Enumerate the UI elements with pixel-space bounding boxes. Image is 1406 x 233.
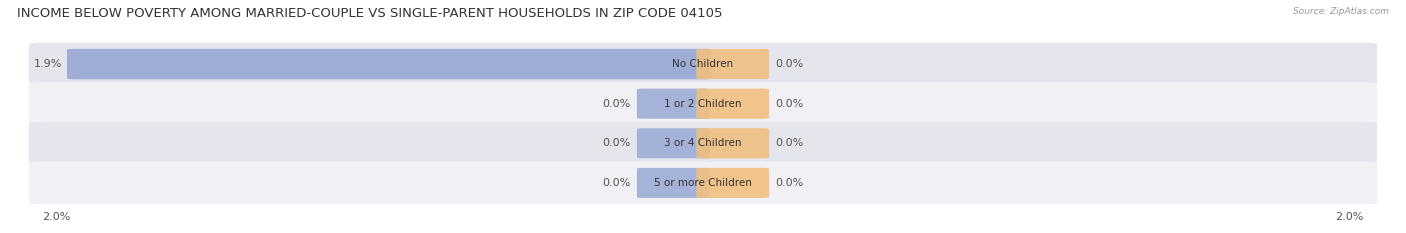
FancyBboxPatch shape (696, 168, 769, 198)
Text: 2.0%: 2.0% (1336, 212, 1364, 222)
Text: 0.0%: 0.0% (602, 178, 630, 188)
Text: No Children: No Children (672, 59, 734, 69)
FancyBboxPatch shape (696, 128, 769, 158)
Text: 0.0%: 0.0% (776, 178, 804, 188)
FancyBboxPatch shape (30, 43, 1376, 86)
Text: 1 or 2 Children: 1 or 2 Children (664, 99, 742, 109)
FancyBboxPatch shape (696, 89, 769, 119)
Text: 0.0%: 0.0% (602, 99, 630, 109)
Text: 3 or 4 Children: 3 or 4 Children (664, 138, 742, 148)
FancyBboxPatch shape (637, 168, 710, 198)
Text: 0.0%: 0.0% (776, 59, 804, 69)
Text: 1.9%: 1.9% (34, 59, 62, 69)
Text: 5 or more Children: 5 or more Children (654, 178, 752, 188)
FancyBboxPatch shape (637, 128, 710, 158)
FancyBboxPatch shape (30, 161, 1376, 204)
Text: Source: ZipAtlas.com: Source: ZipAtlas.com (1294, 7, 1389, 16)
Text: 0.0%: 0.0% (602, 138, 630, 148)
Text: 0.0%: 0.0% (776, 99, 804, 109)
FancyBboxPatch shape (637, 89, 710, 119)
Text: 2.0%: 2.0% (42, 212, 70, 222)
Text: 0.0%: 0.0% (776, 138, 804, 148)
FancyBboxPatch shape (67, 49, 711, 79)
FancyBboxPatch shape (30, 122, 1376, 165)
FancyBboxPatch shape (696, 49, 769, 79)
Text: INCOME BELOW POVERTY AMONG MARRIED-COUPLE VS SINGLE-PARENT HOUSEHOLDS IN ZIP COD: INCOME BELOW POVERTY AMONG MARRIED-COUPL… (17, 7, 723, 20)
FancyBboxPatch shape (30, 82, 1376, 125)
